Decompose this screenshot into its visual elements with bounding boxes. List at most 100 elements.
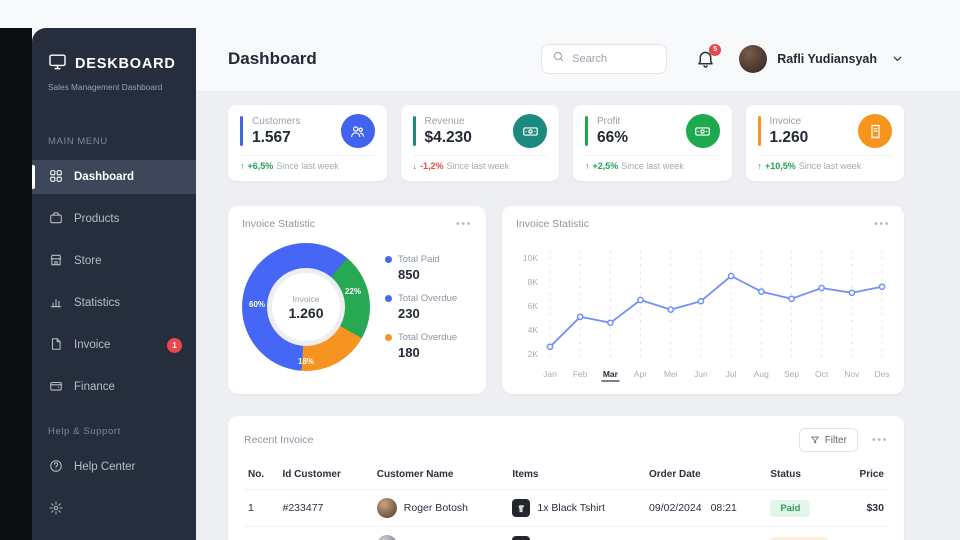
- search-icon: [552, 50, 565, 68]
- column-header: Price: [859, 469, 884, 480]
- more-icon[interactable]: •••: [871, 434, 888, 446]
- accent-bar: [240, 116, 243, 146]
- svg-text:Jun: Jun: [694, 369, 708, 379]
- customers-icon: [340, 114, 375, 148]
- column-header: No.: [248, 469, 265, 480]
- receipt-icon: [858, 114, 892, 148]
- logo: DESKBOARD: [32, 28, 196, 76]
- svg-text:Apr: Apr: [634, 369, 647, 379]
- trend-note: Since last week: [276, 161, 339, 171]
- stat-card-customers: Customers 1.567 ↑ +6,5% Since last week: [228, 105, 387, 181]
- stat-value: 1.260: [769, 128, 809, 146]
- section-label-help-support: Help & Support: [48, 426, 121, 437]
- invoice-table: No. Id Customer Customer Name Items Orde…: [244, 460, 888, 540]
- cell-no: 2: [244, 526, 279, 540]
- sidebar-item-store[interactable]: Store: [32, 244, 196, 278]
- user-name: Rafli Yudiansyah: [777, 51, 877, 66]
- more-icon[interactable]: •••: [455, 218, 472, 230]
- legend-label: Total Paid: [398, 254, 440, 265]
- cell-no: 1: [244, 489, 279, 527]
- briefcase-icon: [49, 211, 63, 228]
- funnel-icon: [810, 436, 819, 444]
- search-input[interactable]: [572, 52, 653, 65]
- sidebar-item-invoice[interactable]: Invoice 1: [32, 328, 196, 362]
- sidebar-item-label: Help Center: [74, 461, 136, 473]
- recent-invoice-card: Recent Invoice Filter ••• No. Id Custome…: [228, 416, 904, 540]
- sidebar-item-label: Dashboard: [74, 171, 135, 183]
- banknote-icon: [513, 114, 547, 148]
- table-row[interactable]: 2 #455432 Terry Calzoni 1x Backpack 09/0…: [244, 526, 888, 540]
- avatar: [739, 44, 768, 73]
- stat-trend: ↑ +6,5% Since last week: [240, 155, 375, 171]
- stat-label: Customers: [252, 115, 301, 127]
- segment-label: 22%: [344, 287, 361, 296]
- donut-chart: 22% 18% 60% Invoice 1.260: [242, 243, 370, 371]
- donut-card: Invoice Statistic ••• 22% 18% 60% Invoic…: [228, 206, 486, 394]
- sidebar-item-partial[interactable]: [32, 492, 196, 526]
- item-name: 1x Black Tshirt: [537, 502, 605, 514]
- legend-value: 230: [398, 306, 420, 321]
- stat-value: $4.230: [424, 128, 472, 146]
- accent-bar: [412, 116, 416, 146]
- svg-text:4K: 4K: [528, 325, 539, 335]
- top-header: Dashboard 5 Rafli Yudiansyah: [196, 0, 960, 92]
- main-menu: Dashboard Products Store Statistics Invo…: [32, 160, 196, 404]
- app-subtitle: Sales Management Dashboard: [48, 82, 163, 92]
- wallet-icon: [49, 379, 63, 396]
- column-header: Items: [512, 469, 539, 480]
- svg-text:Oct: Oct: [815, 369, 829, 379]
- trend-delta: +6,5%: [247, 161, 274, 171]
- sidebar-item-label: Invoice: [74, 339, 111, 351]
- stat-trend: ↓ -1,2% Since last week: [412, 155, 547, 171]
- svg-text:Nov: Nov: [844, 369, 860, 379]
- help-menu: Help Center: [32, 450, 196, 526]
- user-menu[interactable]: Rafli Yudiansyah: [739, 44, 904, 73]
- legend-item: Total Overdue 180: [385, 332, 457, 360]
- notifications-button[interactable]: 5: [695, 43, 722, 73]
- legend-label: Total Overdue: [398, 332, 458, 343]
- sidebar-item-label: Products: [74, 213, 120, 225]
- trend-delta: +2,5%: [592, 161, 619, 171]
- bell-icon: [695, 51, 716, 73]
- more-icon[interactable]: •••: [873, 218, 890, 230]
- sidebar-item-statistics[interactable]: Statistics: [32, 286, 196, 320]
- segment-label: 18%: [298, 357, 315, 366]
- svg-text:Des: Des: [874, 369, 889, 379]
- sidebar-item-products[interactable]: Products: [32, 202, 196, 236]
- order-date: 09/02/2024: [649, 502, 702, 514]
- legend-value: 180: [398, 345, 420, 360]
- table-row[interactable]: 1 #233477 Roger Botosh 1x Black Tshirt 0…: [244, 489, 888, 527]
- line-chart: 10K 8K 6K 4K 2K Jan Feb Mar Apr Mei Jun Jul Aug Sep Oc…: [516, 234, 890, 391]
- column-header: Order Date: [649, 469, 701, 480]
- trend-delta: +10,5%: [765, 161, 796, 171]
- sidebar-item-finance[interactable]: Finance: [32, 370, 196, 404]
- filter-button[interactable]: Filter: [798, 428, 858, 452]
- svg-text:2K: 2K: [528, 349, 539, 359]
- legend-dot: [385, 295, 392, 302]
- donut-legend: Total Paid 850 Total Overdue 230 Total O…: [385, 254, 457, 360]
- sidebar-item-dashboard[interactable]: Dashboard: [32, 160, 196, 194]
- search-box[interactable]: [541, 43, 668, 74]
- store-icon: [49, 253, 63, 270]
- stat-card-invoice: Invoice 1.260 ↑ +10,5% Since last week: [745, 105, 904, 181]
- dashboard-grid-icon: [49, 169, 63, 186]
- customer-name: Roger Botosh: [403, 502, 469, 514]
- svg-text:Sep: Sep: [784, 369, 799, 379]
- legend-item: Total Overdue 230: [385, 293, 457, 321]
- donut-center-label: Invoice: [292, 293, 320, 304]
- svg-text:Mar: Mar: [603, 369, 619, 379]
- card-title: Invoice Statistic: [516, 218, 589, 230]
- sidebar-item-help-center[interactable]: Help Center: [32, 450, 196, 484]
- svg-text:8K: 8K: [528, 277, 539, 287]
- app-title: DESKBOARD: [75, 56, 176, 72]
- column-header: Id Customer: [282, 469, 341, 480]
- invoice-file-icon: [49, 337, 63, 354]
- trend-note: Since last week: [798, 161, 862, 171]
- accent-bar: [585, 116, 588, 146]
- svg-text:Feb: Feb: [573, 369, 588, 379]
- stat-value: 1.567: [252, 128, 291, 146]
- column-header: Status: [770, 469, 801, 480]
- notification-badge: 5: [709, 43, 722, 56]
- legend-label: Total Overdue: [398, 293, 458, 304]
- svg-text:10K: 10K: [523, 253, 538, 263]
